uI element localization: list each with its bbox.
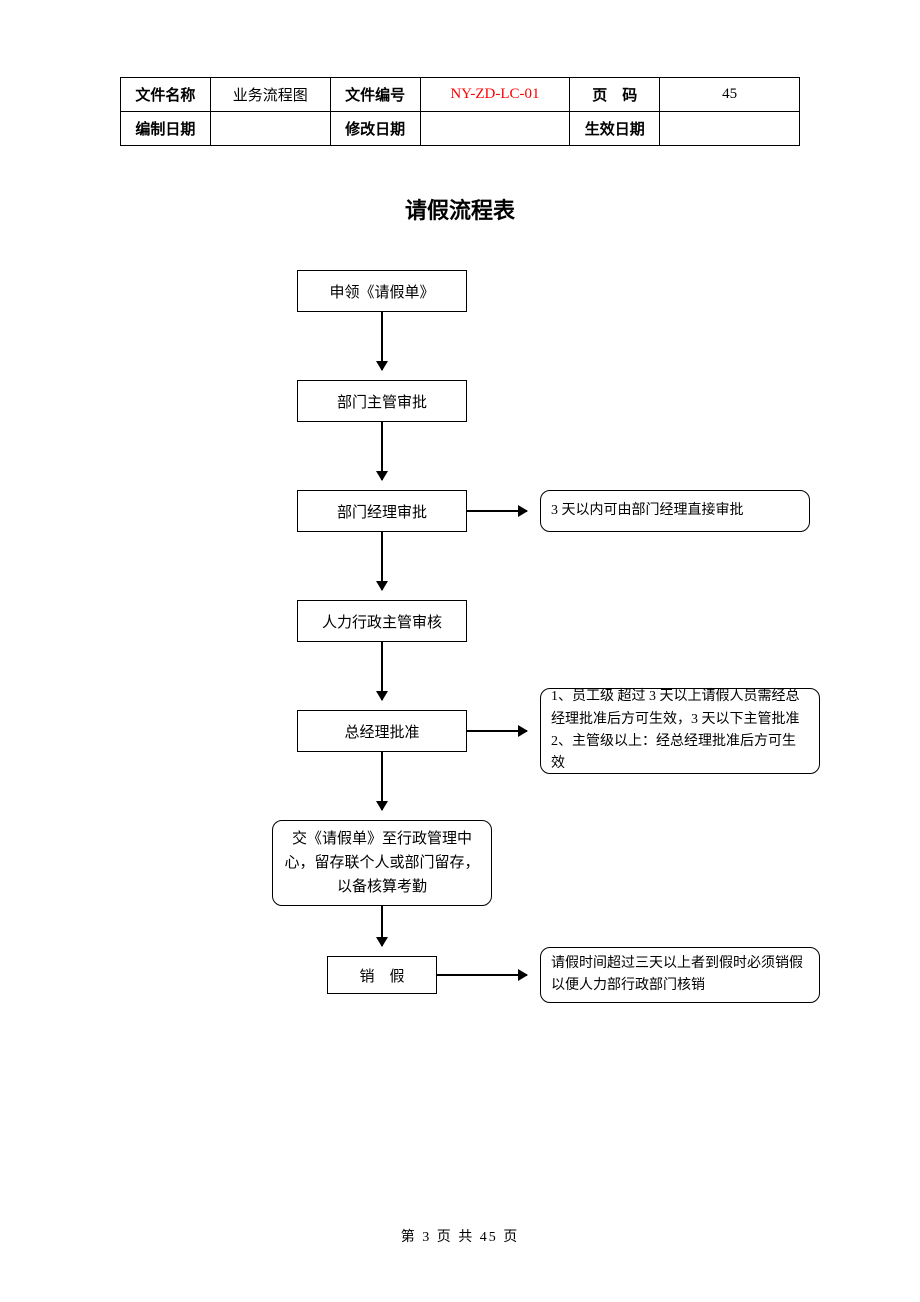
hdr-r2c5: 生效日期 — [570, 112, 660, 146]
flow-node-hr: 人力行政主管审核 — [297, 600, 467, 642]
flow-node-cancel-label: 销 假 — [359, 965, 404, 986]
hdr-r2c2 — [210, 112, 330, 146]
flow-node-gm-label: 总经理批准 — [344, 721, 419, 742]
note-gm: 1、员工级 超过 3 天以上请假人员需经总经理批准后方可生效，3 天以下主管批准… — [540, 688, 820, 774]
hdr-r1c4: NY-ZD-LC-01 — [420, 78, 570, 112]
arrow-4-5 — [381, 642, 383, 700]
arrow-5-note — [467, 730, 527, 732]
arrow-6-7 — [381, 906, 383, 946]
hdr-r2c1: 编制日期 — [121, 112, 211, 146]
arrow-3-note — [467, 510, 527, 512]
flow-node-gm: 总经理批准 — [297, 710, 467, 752]
hdr-r2c3: 修改日期 — [330, 112, 420, 146]
hdr-r2c4 — [420, 112, 570, 146]
hdr-r1c5: 页 码 — [570, 78, 660, 112]
arrow-7-note — [437, 974, 527, 976]
flow-node-cancel: 销 假 — [327, 956, 437, 994]
arrow-3-4 — [381, 532, 383, 590]
note-cancel: 请假时间超过三天以上者到假时必须销假以便人力部行政部门核销 — [540, 947, 820, 1003]
flow-node-supervisor: 部门主管审批 — [297, 380, 467, 422]
flow-node-submit-label: 交《请假单》至行政管理中心，留存联个人或部门留存，以备核算考勤 — [281, 827, 483, 899]
note-cancel-label: 请假时间超过三天以上者到假时必须销假以便人力部行政部门核销 — [551, 953, 809, 998]
arrow-1-2 — [381, 312, 383, 370]
hdr-r1c1: 文件名称 — [121, 78, 211, 112]
arrow-2-3 — [381, 422, 383, 480]
note-manager: 3 天以内可由部门经理直接审批 — [540, 490, 810, 532]
page-footer: 第 3 页 共 45 页 — [0, 1226, 920, 1246]
hdr-r1c6: 45 — [660, 78, 800, 112]
note-gm-label: 1、员工级 超过 3 天以上请假人员需经总经理批准后方可生效，3 天以下主管批准… — [551, 686, 809, 776]
hdr-r1c2: 业务流程图 — [210, 78, 330, 112]
hdr-r1c3: 文件编号 — [330, 78, 420, 112]
hdr-r2c6 — [660, 112, 800, 146]
flow-node-submit: 交《请假单》至行政管理中心，留存联个人或部门留存，以备核算考勤 — [272, 820, 492, 906]
page-title: 请假流程表 — [0, 193, 920, 225]
flow-node-hr-label: 人力行政主管审核 — [322, 611, 442, 632]
flow-node-supervisor-label: 部门主管审批 — [337, 391, 427, 412]
note-manager-label: 3 天以内可由部门经理直接审批 — [551, 500, 744, 522]
header-table: 文件名称 业务流程图 文件编号 NY-ZD-LC-01 页 码 45 编制日期 … — [120, 77, 800, 146]
flow-node-apply-label: 申领《请假单》 — [329, 281, 434, 302]
flow-node-manager-label: 部门经理审批 — [337, 501, 427, 522]
flow-node-manager: 部门经理审批 — [297, 490, 467, 532]
flow-node-apply: 申领《请假单》 — [297, 270, 467, 312]
arrow-5-6 — [381, 752, 383, 810]
